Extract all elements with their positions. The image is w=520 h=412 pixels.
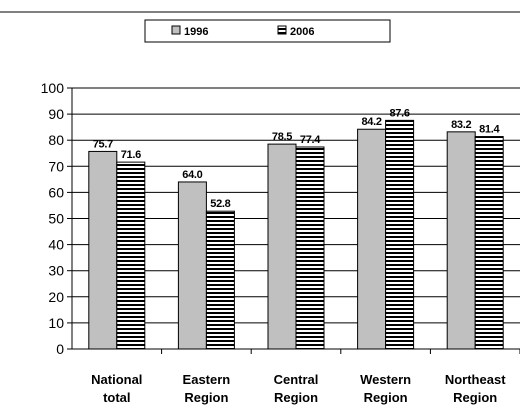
legend-label-2006: 2006 <box>290 26 314 38</box>
bar-2006 <box>295 146 325 350</box>
data-label-2006: 71.6 <box>121 149 141 161</box>
y-tick-label: 20 <box>48 289 64 305</box>
y-tick-label: 0 <box>56 341 64 357</box>
category-label: National total <box>91 372 142 405</box>
legend-swatch-1996 <box>171 25 181 35</box>
bar-1996 <box>267 143 297 350</box>
y-tick-label: 30 <box>48 263 64 279</box>
bar-2006 <box>474 136 504 350</box>
data-label-1996: 75.7 <box>93 138 113 150</box>
data-label-2006: 77.4 <box>300 134 321 146</box>
data-label-1996: 84.2 <box>361 116 381 128</box>
legend: 1996 2006 <box>144 19 391 43</box>
data-label-2006: 52.8 <box>210 198 230 210</box>
y-tick-label: 80 <box>48 132 64 148</box>
data-label-2006: 81.4 <box>479 124 500 136</box>
bar-1996 <box>177 181 207 350</box>
axes: 0 10 20 30 40 50 60 70 80 90 100 National total Easte… <box>41 80 520 405</box>
data-labels: 75.7 71.6 64.0 52.8 78.5 77.4 84.2 87.6 83.2 81.4 <box>93 107 501 210</box>
bar-1996 <box>88 150 118 350</box>
data-label-2006: 87.6 <box>389 107 409 119</box>
y-tick-label: 50 <box>48 211 64 227</box>
bar-1996 <box>446 131 476 350</box>
y-tick-label: 90 <box>48 106 64 122</box>
y-tick-label: 10 <box>48 315 64 331</box>
y-tick-label: 100 <box>41 80 65 96</box>
data-label-1996: 64.0 <box>182 169 202 181</box>
y-tick-label: 60 <box>48 184 64 200</box>
category-label: Central Region <box>274 372 319 405</box>
category-label: Western Region <box>360 372 411 405</box>
legend-label-1996: 1996 <box>184 26 208 38</box>
bar-1996 <box>357 128 387 350</box>
y-tick-label: 40 <box>48 237 64 253</box>
bar-2006 <box>205 210 235 350</box>
legend-swatch-2006 <box>277 25 287 35</box>
data-label-1996: 78.5 <box>272 131 292 143</box>
category-label: Northeast Region <box>445 372 506 405</box>
y-tick-label: 70 <box>48 158 64 174</box>
category-label: Eastern Region <box>183 372 231 405</box>
legend-box <box>144 19 391 43</box>
bar-2006 <box>116 161 146 350</box>
data-label-1996: 83.2 <box>451 119 471 131</box>
bars <box>88 119 504 350</box>
bar-2006 <box>385 119 415 350</box>
